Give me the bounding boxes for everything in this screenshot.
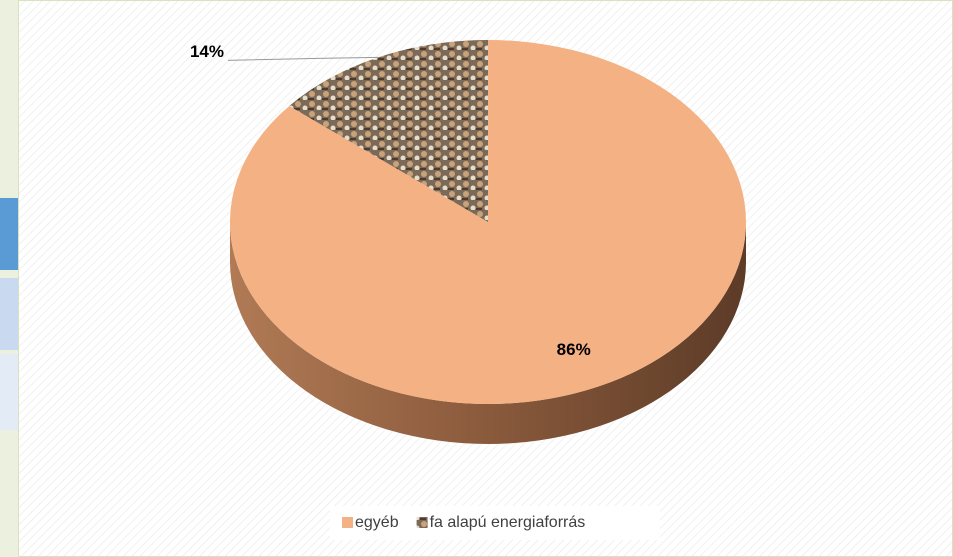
pie-slice	[289, 40, 488, 222]
side-tab[interactable]	[0, 354, 18, 430]
legend-label: fa alapú energiaforrás	[430, 514, 586, 531]
legend-box	[330, 506, 660, 540]
plot: 86% 14% egyéb fa alapú energiaforrás	[190, 40, 746, 540]
legend-label: egyéb	[355, 514, 399, 531]
leader-line	[227, 56, 379, 61]
legend-swatch	[416, 517, 428, 528]
data-label: 14%	[190, 42, 224, 61]
side-tab[interactable]	[0, 198, 18, 270]
slice-side	[230, 222, 746, 444]
legend-swatch	[342, 517, 353, 528]
pie-slice	[229, 40, 746, 404]
data-label: 86%	[557, 340, 591, 359]
side-tab[interactable]	[0, 278, 18, 350]
